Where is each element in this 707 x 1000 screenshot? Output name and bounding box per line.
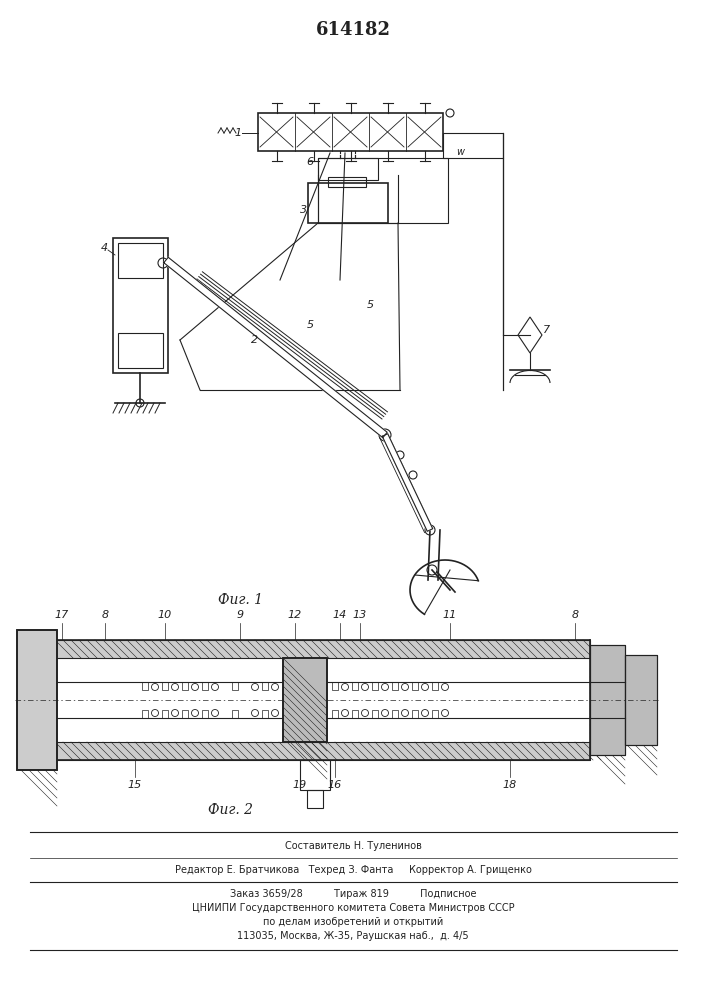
Text: Заказ 3659/28          Тираж 819          Подписное: Заказ 3659/28 Тираж 819 Подписное: [230, 889, 477, 899]
Bar: [590, 645, 625, 755]
Bar: [318, 158, 378, 180]
Text: 5: 5: [366, 300, 373, 310]
Bar: [55, 640, 590, 658]
Bar: [352, 710, 358, 718]
Text: 8: 8: [101, 610, 109, 620]
Bar: [372, 710, 378, 718]
Bar: [332, 682, 338, 690]
Bar: [162, 710, 168, 718]
Text: 6: 6: [306, 157, 314, 167]
Bar: [17, 630, 57, 770]
Text: 2: 2: [252, 335, 259, 345]
Bar: [162, 682, 168, 690]
Text: 19: 19: [293, 780, 307, 790]
Text: 8: 8: [571, 610, 578, 620]
Text: 4: 4: [100, 243, 107, 253]
Text: 5: 5: [306, 320, 314, 330]
Bar: [113, 238, 168, 373]
Bar: [55, 742, 590, 760]
Text: 13: 13: [353, 610, 367, 620]
Text: 7: 7: [543, 325, 550, 335]
Text: 12: 12: [288, 610, 302, 620]
Text: 17: 17: [55, 610, 69, 620]
Polygon shape: [382, 434, 433, 531]
Bar: [262, 710, 268, 718]
Bar: [352, 682, 358, 690]
Bar: [443, 133, 503, 158]
Bar: [202, 682, 208, 690]
Text: 16: 16: [328, 780, 342, 790]
Bar: [17, 630, 57, 770]
Bar: [182, 682, 188, 690]
Bar: [258, 113, 443, 151]
Bar: [300, 760, 330, 790]
Bar: [118, 333, 163, 368]
Text: Составитель Н. Туленинов: Составитель Н. Туленинов: [284, 841, 421, 851]
Text: 10: 10: [158, 610, 172, 620]
Text: 3: 3: [300, 205, 308, 215]
Bar: [142, 682, 148, 690]
Bar: [307, 790, 323, 808]
Text: 614182: 614182: [315, 21, 390, 39]
Bar: [318, 158, 448, 223]
Bar: [202, 710, 208, 718]
Bar: [625, 655, 657, 745]
Bar: [332, 710, 338, 718]
Bar: [412, 710, 418, 718]
Bar: [262, 682, 268, 690]
Bar: [142, 710, 148, 718]
Bar: [590, 645, 625, 755]
Text: 18: 18: [503, 780, 517, 790]
Text: 113035, Москва, Ж-35, Раушская наб.,  д. 4/5: 113035, Москва, Ж-35, Раушская наб., д. …: [237, 931, 469, 941]
Bar: [392, 710, 398, 718]
Text: 14: 14: [333, 610, 347, 620]
Text: ЦНИИПИ Государственного комитета Совета Министров СССР: ЦНИИПИ Государственного комитета Совета …: [192, 903, 514, 913]
Bar: [182, 710, 188, 718]
Bar: [232, 682, 238, 690]
Bar: [328, 177, 366, 187]
Text: 9: 9: [236, 610, 244, 620]
Bar: [625, 655, 657, 745]
Text: 11: 11: [443, 610, 457, 620]
Text: по делам изобретений и открытий: по делам изобретений и открытий: [263, 917, 443, 927]
Bar: [412, 682, 418, 690]
Text: 15: 15: [128, 780, 142, 790]
Bar: [372, 682, 378, 690]
Polygon shape: [164, 257, 387, 438]
Bar: [232, 710, 238, 718]
Text: 1: 1: [235, 128, 242, 138]
Bar: [283, 658, 327, 742]
Bar: [118, 243, 163, 278]
Text: w: w: [456, 147, 464, 157]
Bar: [392, 682, 398, 690]
Bar: [308, 183, 388, 223]
Text: Фиг. 1: Фиг. 1: [218, 593, 262, 607]
Bar: [432, 710, 438, 718]
Text: Фиг. 2: Фиг. 2: [207, 803, 252, 817]
Text: Редактор Е. Братчикова   Техред З. Фанта     Корректор А. Грищенко: Редактор Е. Братчикова Техред З. Фанта К…: [175, 865, 532, 875]
Bar: [283, 658, 327, 742]
Bar: [432, 682, 438, 690]
